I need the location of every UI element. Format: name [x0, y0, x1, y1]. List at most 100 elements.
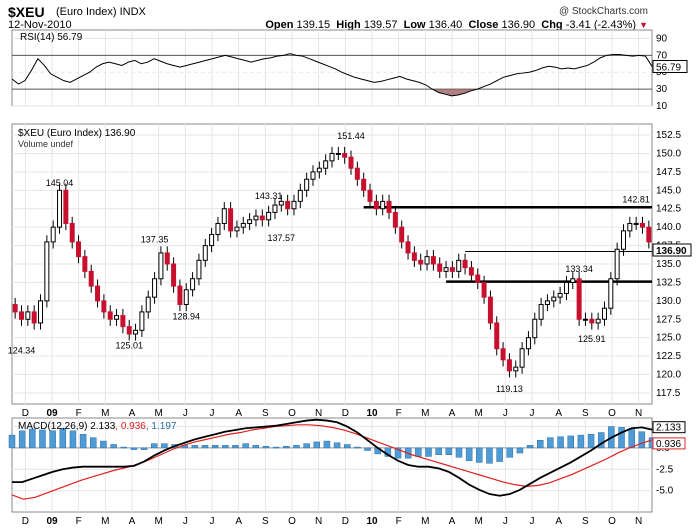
macd-histogram-bar	[29, 428, 36, 449]
ohlc-readout: Open 139.15 High 139.57 Low 136.40 Close…	[265, 19, 648, 31]
x-tick-label-bottom: D	[22, 516, 29, 527]
chg-label: Chg	[541, 19, 563, 31]
macd-histogram-bar	[252, 445, 260, 449]
candle-body	[177, 285, 183, 306]
candle-body	[620, 230, 626, 250]
macd-histogram-bar	[262, 445, 270, 449]
candle-body	[285, 200, 291, 210]
macd-histogram-bar	[628, 428, 635, 449]
macd-histogram-bar	[567, 435, 574, 449]
macd-histogram-bar	[618, 427, 625, 449]
candle-body	[348, 156, 354, 169]
price-marked-label: 124.34	[8, 346, 36, 356]
candle-body	[335, 152, 341, 155]
candle-body	[76, 241, 82, 258]
macd-title-part: , 1.197	[146, 421, 177, 432]
macd-histogram-bar	[577, 434, 585, 449]
macd-histogram-bar	[293, 445, 300, 449]
candle-body	[120, 315, 126, 328]
candle-body	[95, 285, 101, 302]
macd-histogram-bar	[283, 445, 290, 449]
open-label: Open	[265, 19, 294, 31]
x-tick-label: M	[154, 408, 162, 419]
candle-body	[614, 248, 620, 280]
x-tick-label: A	[129, 408, 136, 419]
price-marked-label: 125.01	[115, 341, 143, 351]
rsi-tick-label: 90	[656, 33, 668, 44]
macd-histogram-bar	[242, 443, 249, 449]
candle-body	[430, 256, 436, 265]
candle-body	[228, 208, 234, 232]
x-tick-label: M	[421, 408, 429, 419]
candle-body	[354, 167, 360, 180]
price-marked-label: 137.35	[141, 235, 169, 245]
macd-histogram-bar	[486, 447, 493, 464]
rsi-current-box	[652, 59, 688, 73]
price-tick-label: 122.5	[656, 351, 681, 362]
candle-body	[253, 215, 259, 221]
macd-histogram-bar	[343, 444, 351, 449]
macd-right-label: 2.133	[656, 423, 681, 434]
macd-histogram-bar	[465, 447, 473, 461]
candle-body	[608, 278, 614, 309]
candle-body	[538, 304, 544, 320]
macd-histogram-bar	[638, 431, 646, 449]
macd-histogram-bar	[90, 437, 97, 449]
candle-body	[475, 274, 481, 283]
x-tick-label-bottom: J	[530, 516, 535, 527]
price-marked-label: 137.57	[268, 233, 296, 243]
candle-body	[557, 292, 563, 298]
macd-histogram-bar	[120, 446, 127, 449]
candle-body	[158, 252, 164, 280]
candle-body	[405, 241, 411, 254]
x-tick-label-bottom: J	[210, 516, 215, 527]
x-tick-label-bottom: S	[582, 516, 589, 527]
candle-body	[291, 200, 297, 210]
price-tick-label: 132.5	[656, 277, 681, 288]
candle-body	[316, 167, 322, 173]
candle-body	[513, 366, 519, 372]
x-tick-label: 09	[46, 408, 58, 419]
macd-histogram-bar	[150, 443, 158, 449]
candle-body	[202, 245, 208, 261]
candle-body	[297, 189, 303, 202]
rsi-oversold-fill	[451, 89, 459, 96]
macd-histogram-bar	[272, 446, 280, 449]
candle-body	[19, 311, 25, 320]
low-value: 136.40	[428, 19, 463, 31]
candle-body	[386, 200, 392, 213]
candle-body	[25, 311, 31, 320]
x-tick-label: N	[635, 408, 642, 419]
candle-body	[373, 200, 379, 210]
macd-histogram-bar	[8, 434, 16, 449]
rsi-tick-label: 10	[656, 101, 668, 112]
macd-right-box	[652, 437, 686, 450]
candle-body	[310, 171, 316, 180]
index-name: (Euro Index) INDX	[56, 6, 146, 18]
x-tick-label-bottom: F	[396, 516, 402, 527]
candle-body	[627, 222, 633, 232]
candle-body	[183, 289, 189, 306]
macd-histogram-bar	[557, 436, 564, 449]
x-tick-label-bottom: S	[262, 516, 269, 527]
macd-histogram-bar	[69, 430, 77, 449]
macd-histogram-bar	[79, 433, 87, 449]
candle-body	[582, 318, 588, 321]
candle-body	[519, 348, 525, 368]
candle-body	[164, 252, 170, 265]
x-tick-label-bottom: A	[555, 516, 562, 527]
candle-body	[525, 337, 531, 350]
macd-histogram-bar	[526, 445, 534, 449]
candle-body	[50, 226, 56, 243]
x-tick-label: O	[608, 408, 616, 419]
exchange-text: INDX	[119, 6, 146, 18]
macd-histogram-bar	[587, 433, 595, 449]
candle-body	[487, 296, 493, 324]
candle-body	[190, 278, 196, 291]
x-tick-label: J	[503, 408, 508, 419]
candle-body	[551, 296, 557, 302]
chg-value: -3.41 (-2.43%)	[565, 19, 637, 31]
x-tick-label-bottom: A	[235, 516, 242, 527]
macd-histogram-bar	[201, 445, 209, 449]
macd-histogram-bar	[191, 445, 199, 449]
